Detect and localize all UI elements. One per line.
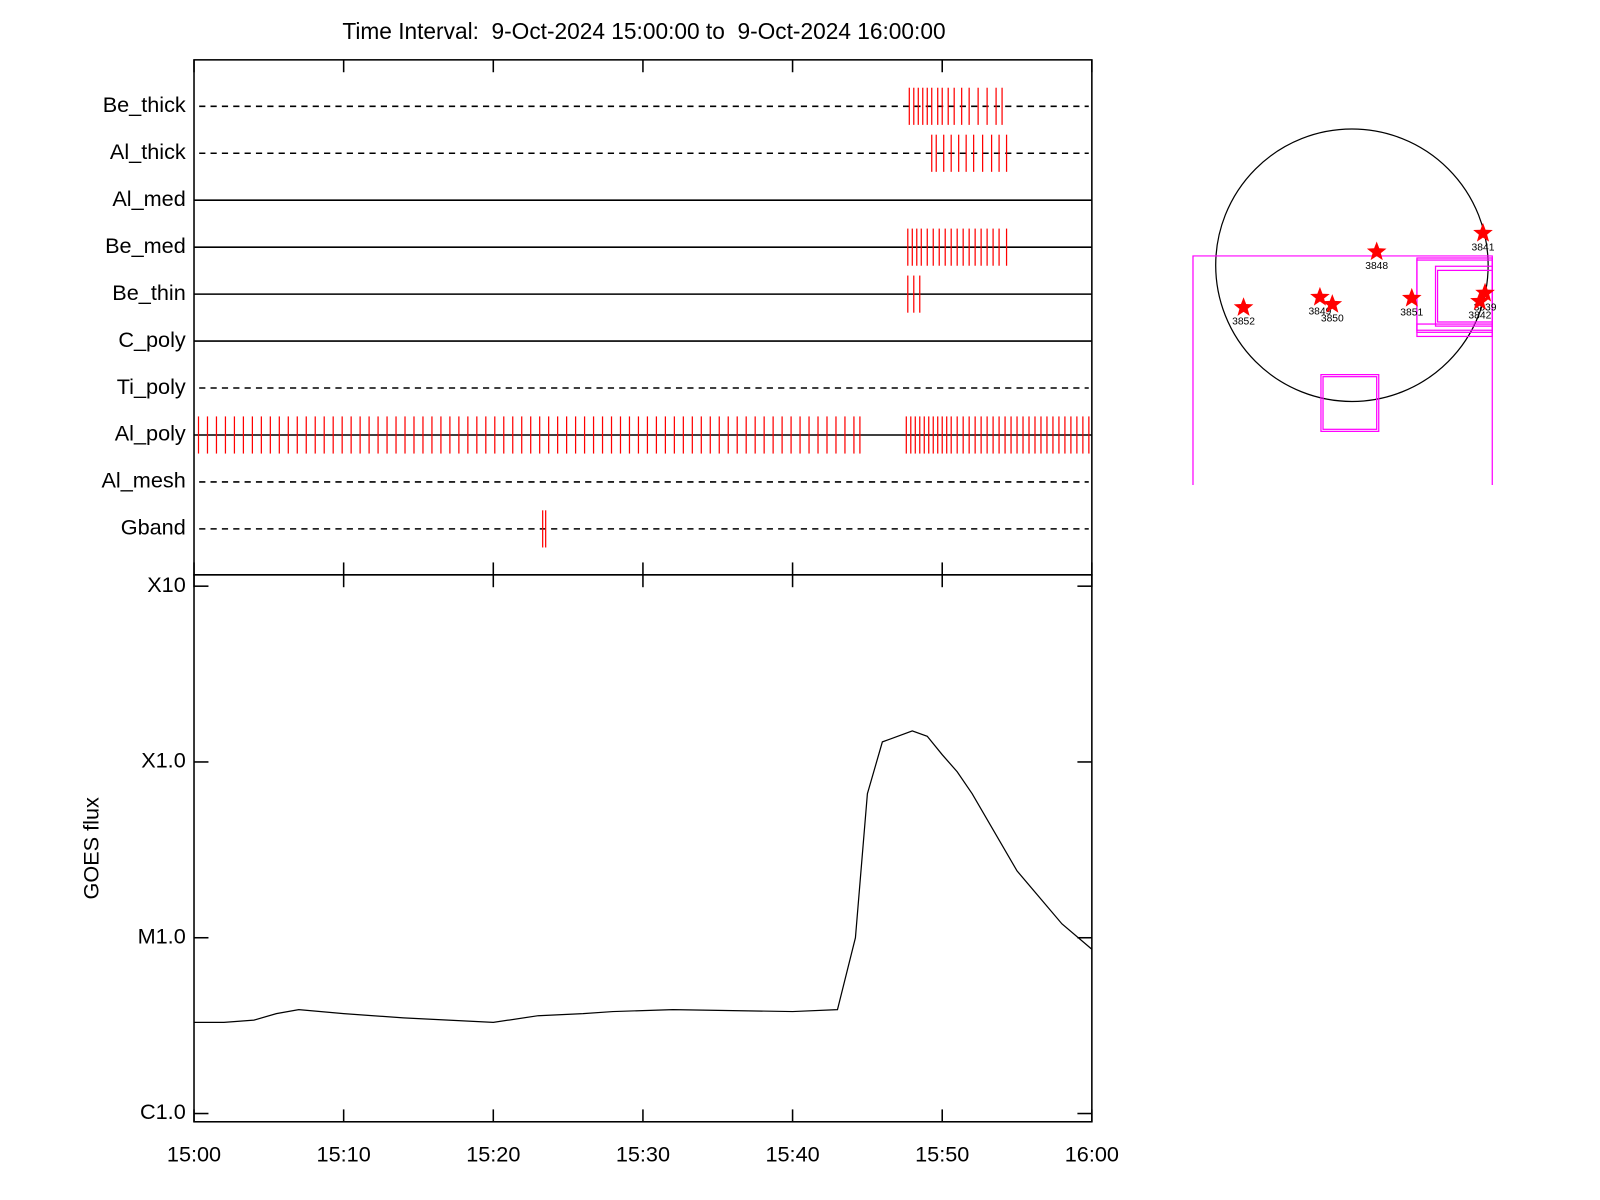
channel-label: Al_med bbox=[112, 186, 185, 211]
y-tick-label: X1.0 bbox=[141, 748, 186, 773]
channel-label: Be_med bbox=[105, 233, 186, 258]
region-label: 3849 bbox=[1308, 306, 1331, 317]
region-label: 3852 bbox=[1232, 317, 1255, 328]
x-tick-label: 15:50 bbox=[915, 1142, 969, 1167]
region-marker bbox=[1233, 297, 1254, 316]
x-tick-label: 15:30 bbox=[616, 1142, 670, 1167]
region-box bbox=[1416, 323, 1493, 331]
x-tick-label: 15:10 bbox=[317, 1142, 371, 1167]
region-marker bbox=[1473, 222, 1493, 242]
region-box bbox=[1436, 269, 1493, 323]
channel-label: Al_poly bbox=[115, 421, 186, 446]
region-marker bbox=[1310, 286, 1330, 306]
y-tick-label: C1.0 bbox=[140, 1099, 186, 1124]
channel-label: Gband bbox=[121, 515, 186, 540]
region-label: 3848 bbox=[1365, 261, 1388, 272]
y-tick-label: M1.0 bbox=[138, 923, 186, 948]
region-label: 3841 bbox=[1472, 242, 1495, 253]
region-label: 3851 bbox=[1400, 307, 1423, 318]
plot-root: Time Interval: 9-Oct-2024 15:00:00 to 9-… bbox=[79, 18, 1497, 1167]
chart-title: Time Interval: 9-Oct-2024 15:00:00 to 9-… bbox=[342, 18, 945, 44]
channel-label: Be_thick bbox=[103, 92, 186, 117]
solar-disk bbox=[1215, 128, 1489, 403]
flux-line bbox=[194, 730, 1093, 1024]
x-tick-label: 15:00 bbox=[167, 1142, 221, 1167]
region-marker bbox=[1366, 241, 1387, 261]
x-tick-label: 15:40 bbox=[765, 1142, 819, 1167]
region-marker bbox=[1401, 287, 1422, 307]
y-axis-label: GOES flux bbox=[79, 797, 104, 899]
region-box bbox=[1192, 255, 1493, 486]
y-tick-label: X10 bbox=[147, 572, 186, 597]
region-box bbox=[1320, 373, 1380, 432]
flux-panel-frame bbox=[193, 574, 1093, 1123]
region-marker bbox=[1322, 294, 1343, 313]
region-box bbox=[1322, 376, 1378, 430]
region-label: 3842 bbox=[1468, 311, 1491, 322]
channel-label: Ti_poly bbox=[117, 374, 186, 399]
channel-label: Be_thin bbox=[112, 280, 185, 305]
event-panel-frame bbox=[193, 59, 1093, 576]
region-marker bbox=[1470, 291, 1490, 310]
region-marker bbox=[1475, 282, 1495, 302]
channel-label: Al_mesh bbox=[101, 468, 185, 493]
x-tick-label: 15:20 bbox=[466, 1142, 520, 1167]
region-label: 3850 bbox=[1321, 314, 1344, 325]
channel-label: C_poly bbox=[118, 327, 186, 352]
channel-label: Al_thick bbox=[110, 139, 186, 164]
x-tick-label: 16:00 bbox=[1065, 1142, 1119, 1167]
